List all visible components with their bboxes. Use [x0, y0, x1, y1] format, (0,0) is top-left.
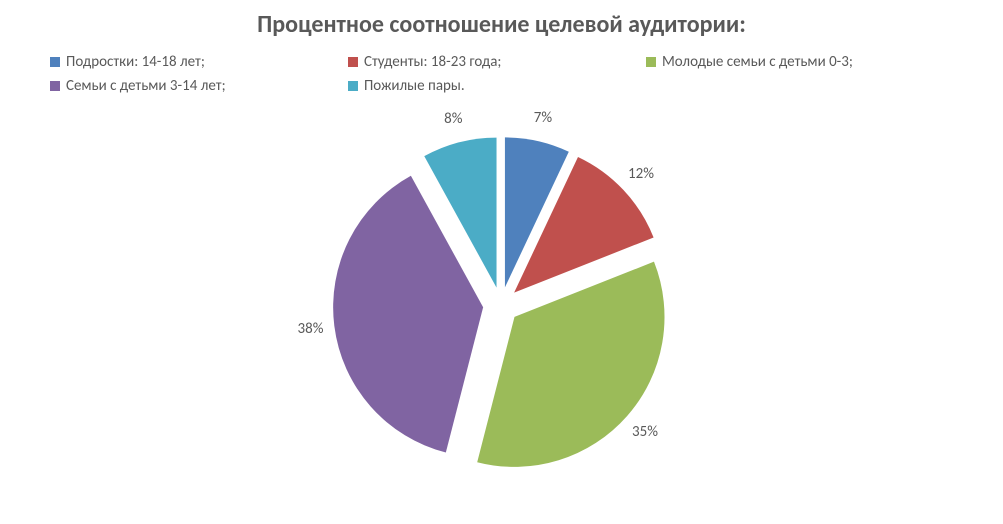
pct-label-teens: 7% [534, 109, 552, 127]
legend-swatch-elderly [348, 81, 358, 91]
legend: Подростки: 14-18 лет; Студенты: 18-23 го… [0, 39, 1003, 95]
legend-item-elderly: Пожилые пары. [348, 77, 646, 95]
legend-label-teens: Подростки: 14-18 лет; [66, 53, 205, 71]
pct-label-elderly: 8% [444, 110, 462, 128]
legend-item-students: Студенты: 18-23 года; [348, 53, 646, 71]
pie-chart: 7% 12% 35% 38% 8% [0, 95, 1003, 475]
legend-label-youngfam: Молодые семьи с детьми 0-3; [662, 53, 853, 71]
pct-label-fam: 38% [298, 320, 324, 338]
legend-item-teens: Подростки: 14-18 лет; [50, 53, 348, 71]
pct-label-youngfam: 35% [632, 423, 658, 441]
legend-item-fam: Семьи с детьми 3-14 лет; [50, 77, 348, 95]
pie-svg [0, 95, 1003, 475]
legend-swatch-teens [50, 57, 60, 67]
legend-swatch-fam [50, 81, 60, 91]
legend-label-elderly: Пожилые пары. [364, 77, 465, 95]
legend-swatch-youngfam [646, 57, 656, 67]
legend-item-youngfam: Молодые семьи с детьми 0-3; [646, 53, 944, 71]
legend-label-fam: Семьи с детьми 3-14 лет; [66, 77, 226, 95]
pct-label-students: 12% [628, 165, 654, 183]
legend-swatch-students [348, 57, 358, 67]
chart-title: Процентное соотношение целевой аудитории… [0, 0, 1003, 39]
legend-label-students: Студенты: 18-23 года; [364, 53, 501, 71]
